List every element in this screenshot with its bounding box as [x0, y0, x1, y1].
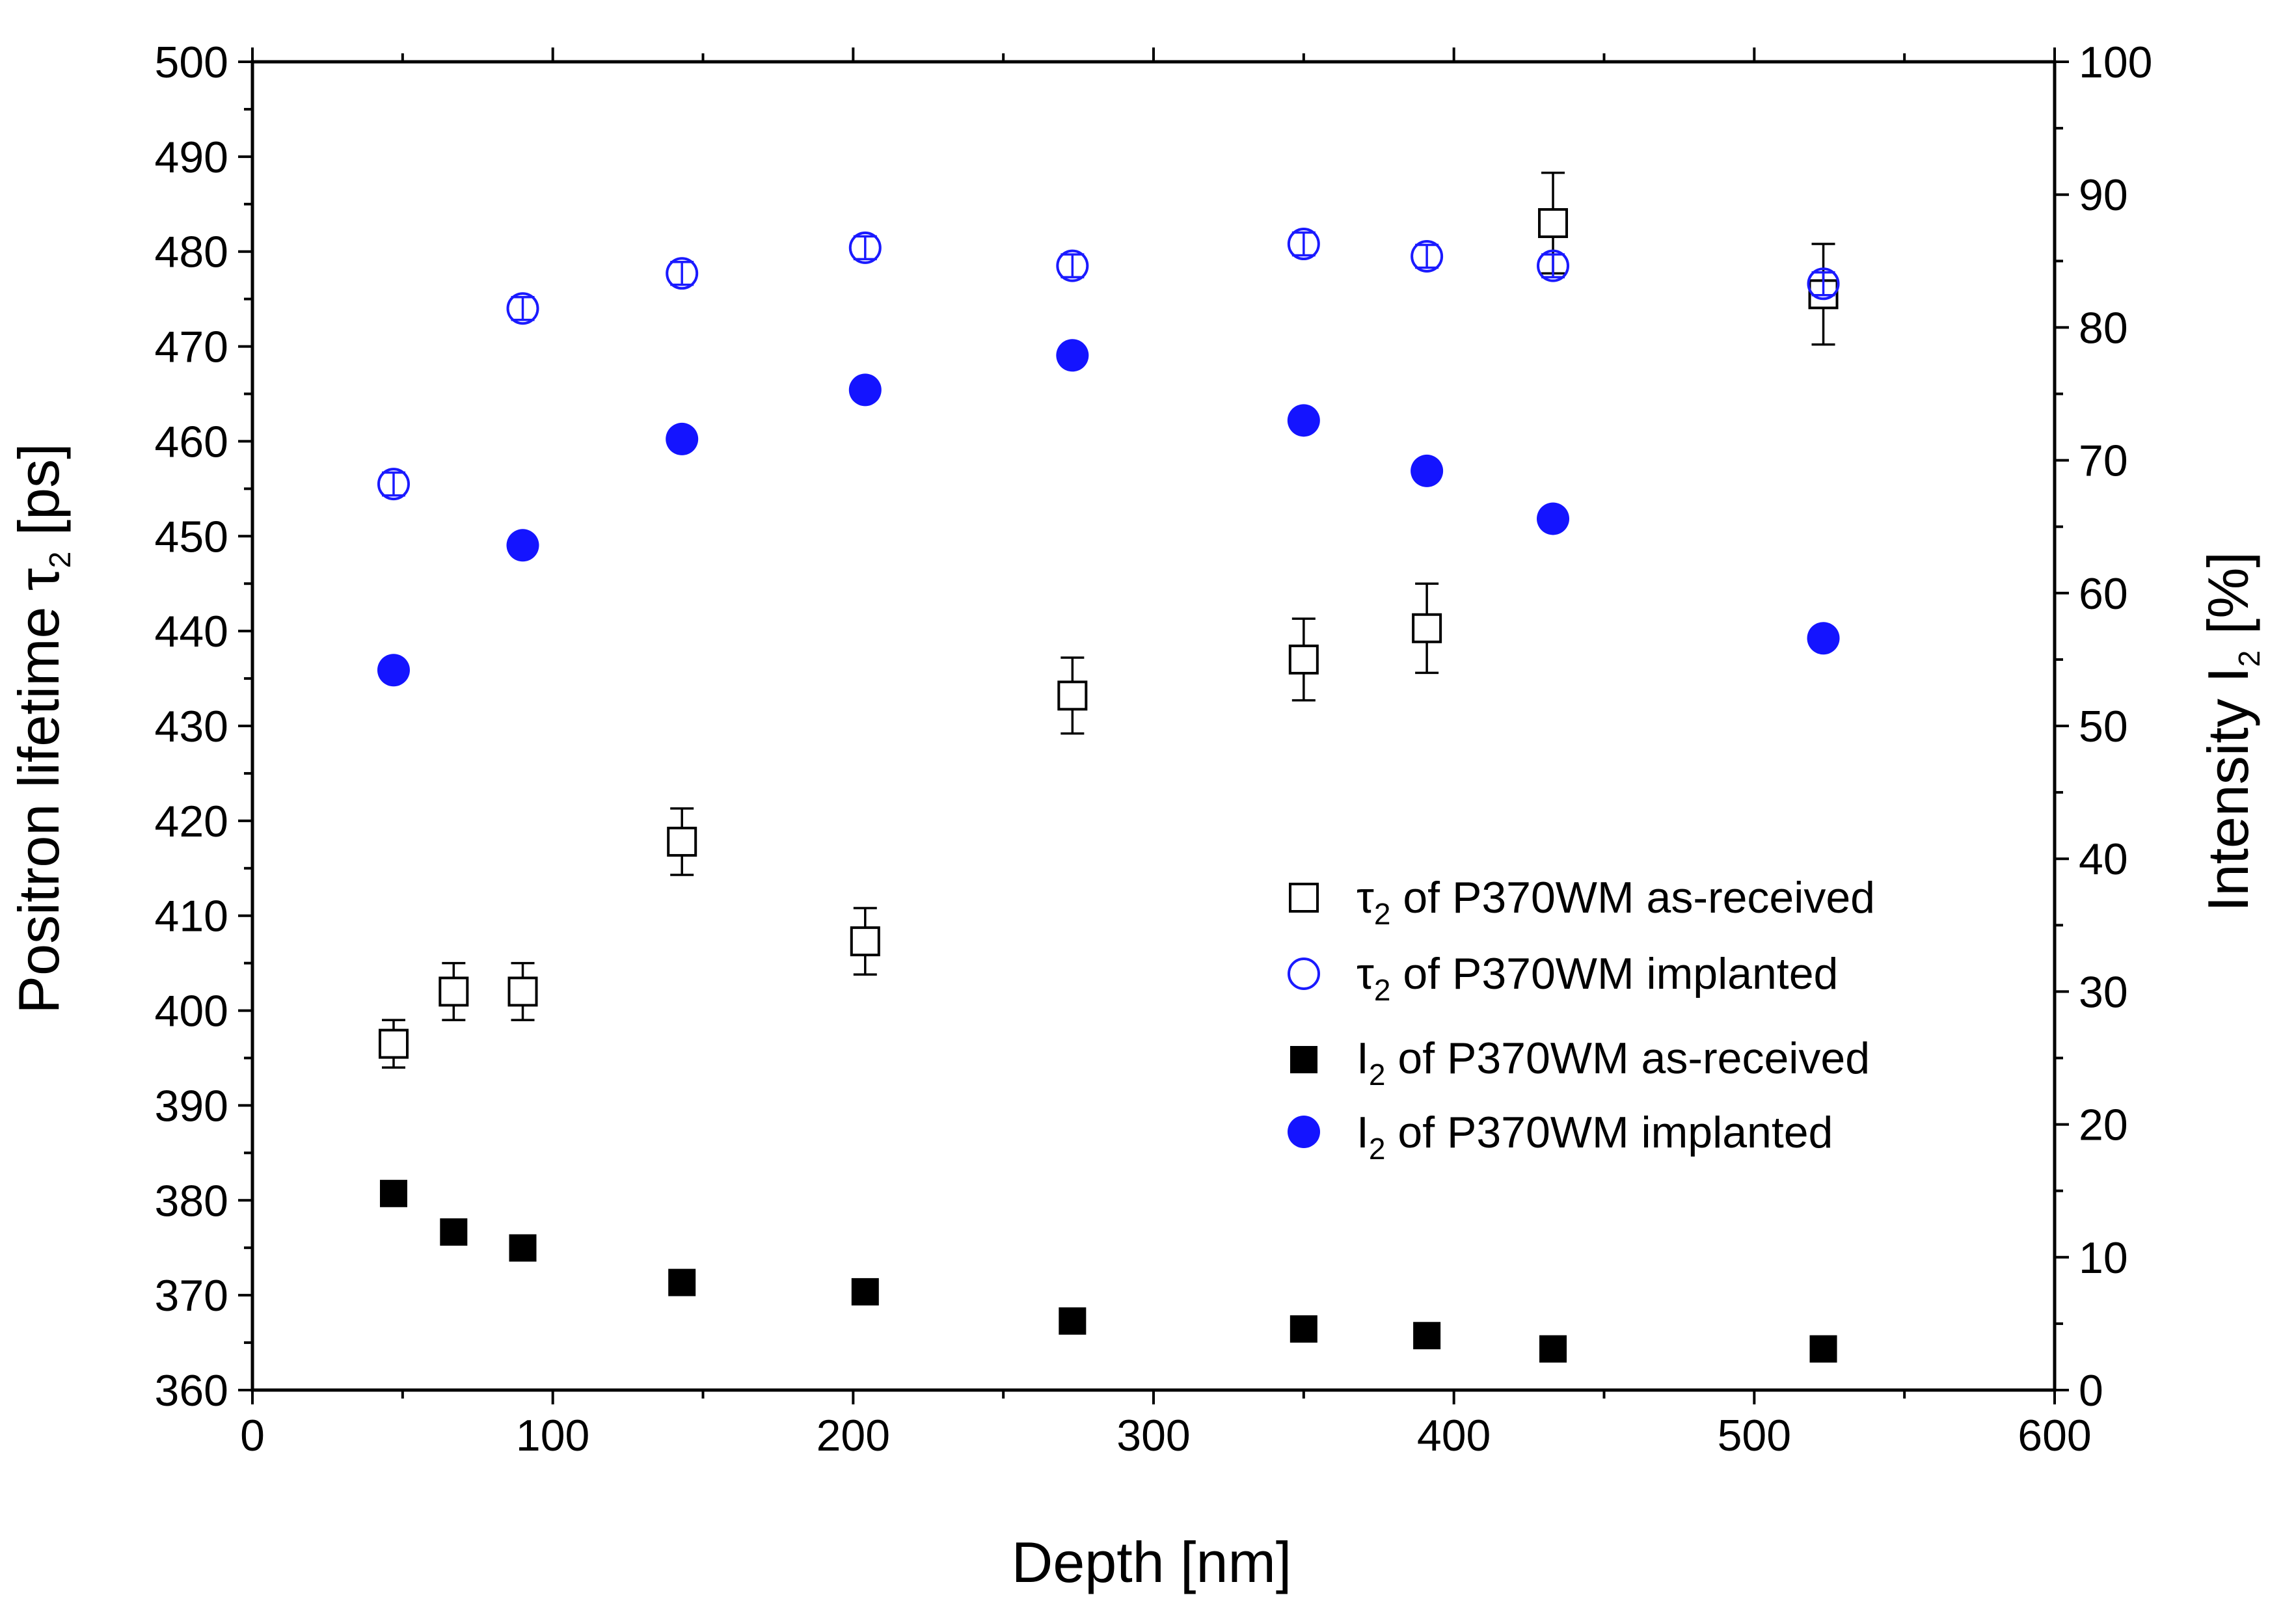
data-point	[1287, 404, 1320, 437]
legend-marker-square-open	[1289, 883, 1319, 913]
y-left-tick-label: 450	[155, 512, 228, 561]
y-right-tick-label: 10	[2079, 1233, 2128, 1283]
x-tick-label: 300	[1116, 1411, 1190, 1460]
legend-entry-tau2-as-received: τ2 of P370WM as-received	[1289, 873, 1875, 931]
y-left-tick-label: 360	[155, 1366, 228, 1415]
series-1	[377, 228, 1840, 501]
x-tick-label: 400	[1417, 1411, 1491, 1460]
data-point	[509, 1234, 537, 1262]
y-right-tick-label: 20	[2079, 1101, 2128, 1150]
data-point	[1056, 339, 1089, 372]
y-right-tick-label: 60	[2079, 569, 2128, 619]
x-axis-label: Depth [nm]	[1012, 1530, 1291, 1594]
y-left-tick-label: 480	[155, 228, 228, 277]
y-left-axis-label: Positron lifetime τ2 [ps]	[7, 443, 77, 1013]
data-markers	[377, 171, 1840, 1363]
data-point	[1809, 1335, 1837, 1363]
data-point	[1057, 680, 1088, 711]
legend-marker-square-filled	[1290, 1046, 1317, 1073]
data-point	[1539, 1335, 1567, 1363]
tick-labels: 0 100 200 300 400 500 600360370380390400410420…	[155, 38, 2153, 1460]
y-right-tick-label: 90	[2079, 170, 2128, 220]
data-point	[848, 373, 882, 407]
data-point	[379, 1179, 407, 1207]
data-point	[1411, 240, 1444, 273]
y-left-tick-label: 380	[155, 1176, 228, 1226]
data-point	[666, 422, 699, 455]
x-tick-label: 500	[1718, 1411, 1791, 1460]
y-left-tick-label: 400	[155, 987, 228, 1036]
series-3	[377, 339, 1840, 687]
y-left-tick-label: 430	[155, 702, 228, 751]
data-point	[1059, 1307, 1087, 1335]
data-point	[1411, 454, 1444, 487]
data-point	[439, 976, 469, 1007]
data-point	[848, 231, 882, 264]
legend-marker-circle-open	[1288, 958, 1320, 990]
y-right-tick-label: 70	[2079, 436, 2128, 486]
legend-entry-tau2-implanted: τ2 of P370WM implanted	[1288, 949, 1838, 1007]
data-point	[850, 926, 880, 957]
y-left-tick-label: 410	[155, 892, 228, 941]
y-right-tick-label: 50	[2079, 702, 2128, 751]
svg-text:I2 of P370WM as-received: I2 of P370WM as-received	[1357, 1034, 1870, 1092]
data-point	[1412, 613, 1442, 643]
y-left-tick-label: 460	[155, 417, 228, 466]
data-point	[506, 529, 539, 562]
legend-entry-i2-as-received: I2 of P370WM as-received	[1290, 1034, 1870, 1092]
series-2	[379, 1179, 1837, 1363]
data-point	[667, 826, 697, 857]
y-right-axis-label: Intensity I2 [%]	[2196, 552, 2266, 912]
data-point	[1807, 622, 1840, 655]
plot-frame	[250, 60, 2057, 1392]
data-point	[1537, 502, 1570, 535]
legend-entry-i2-implanted: I2 of P370WM implanted	[1288, 1108, 1833, 1166]
data-point	[1288, 644, 1319, 675]
y-right-tick-label: 40	[2079, 835, 2128, 884]
data-point	[666, 257, 699, 290]
data-point	[1807, 267, 1840, 301]
data-point	[851, 1278, 879, 1306]
svg-text:τ2 of P370WM implanted: τ2 of P370WM implanted	[1357, 949, 1838, 1007]
svg-text:Positron lifetime τ2 [ps]: Positron lifetime τ2 [ps]	[7, 443, 77, 1013]
data-point	[440, 1218, 468, 1246]
x-tick-label: 100	[516, 1411, 589, 1460]
y-right-tick-label: 30	[2079, 967, 2128, 1017]
svg-text:Intensity I2 [%]: Intensity I2 [%]	[2196, 552, 2266, 912]
y-left-tick-label: 370	[155, 1271, 228, 1320]
data-point	[668, 1268, 696, 1296]
y-right-tick-label: 80	[2079, 303, 2128, 353]
data-point	[1056, 249, 1089, 282]
y-right-tick-label: 100	[2079, 38, 2152, 87]
y-left-tick-label: 440	[155, 607, 228, 656]
data-point	[377, 468, 410, 501]
y-left-tick-label: 420	[155, 797, 228, 846]
x-tick-label: 600	[2018, 1411, 2091, 1460]
svg-text:τ2 of P370WM as-received: τ2 of P370WM as-received	[1357, 873, 1875, 931]
series-0	[378, 171, 1839, 1069]
y-left-tick-label: 390	[155, 1081, 228, 1131]
x-tick-label: 0	[240, 1411, 265, 1460]
y-left-tick-label: 470	[155, 323, 228, 372]
data-point	[1290, 1315, 1317, 1343]
data-point	[1287, 228, 1320, 261]
x-tick-label: 200	[817, 1411, 890, 1460]
y-right-tick-label: 0	[2079, 1366, 2103, 1415]
svg-text:I2 of P370WM implanted: I2 of P370WM implanted	[1357, 1108, 1833, 1166]
y-left-tick-label: 500	[155, 38, 228, 87]
data-point	[1537, 249, 1570, 282]
data-point	[378, 1028, 409, 1059]
data-point	[1413, 1322, 1441, 1350]
y-left-tick-label: 490	[155, 133, 228, 182]
data-point	[506, 292, 539, 325]
data-point	[1538, 208, 1569, 238]
data-point	[377, 654, 410, 687]
legend-marker-circle-filled	[1288, 1116, 1320, 1148]
axis-ticks	[238, 47, 2069, 1404]
legend: τ2 of P370WM as-received τ2 of P370WM im…	[1288, 873, 1875, 1166]
data-point	[507, 976, 538, 1007]
